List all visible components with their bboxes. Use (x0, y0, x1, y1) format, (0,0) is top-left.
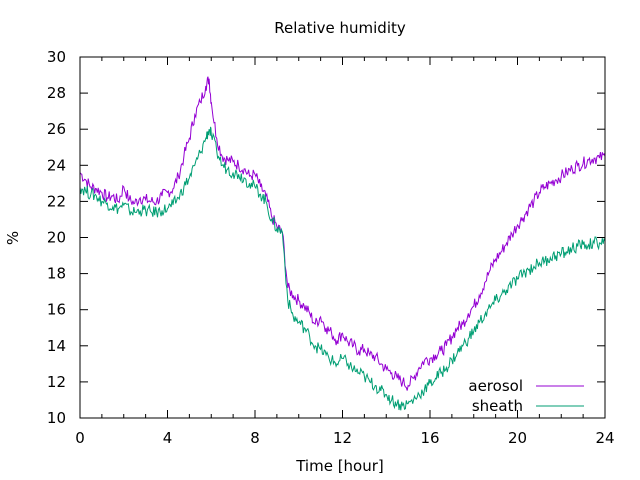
x-tick-label: 24 (595, 429, 614, 447)
y-tick-label: 26 (47, 120, 66, 138)
chart-title: Relative humidity (274, 19, 406, 37)
x-tick-label: 20 (508, 429, 527, 447)
y-tick-label: 22 (47, 192, 66, 210)
x-tick-label: 16 (420, 429, 439, 447)
x-axis-title: Time [hour] (295, 457, 384, 475)
legend-label-aerosol: aerosol (468, 377, 523, 395)
y-tick-label: 14 (47, 337, 66, 355)
series-line-sheath (79, 126, 606, 411)
y-tick-label: 18 (47, 265, 66, 283)
y-tick-label: 28 (47, 84, 66, 102)
series-layer (79, 76, 606, 411)
y-tick-label: 16 (47, 301, 66, 319)
y-axis-title: % (4, 231, 22, 245)
x-tick-label: 12 (333, 429, 352, 447)
y-tick-label: 10 (47, 409, 66, 427)
plot-frame (79, 56, 606, 419)
series-line-aerosol (79, 76, 606, 391)
y-tick-label: 30 (47, 48, 66, 66)
tick-layer: 0 4 8 12 16 20 24 10 12 14 16 18 20 22 24 26 28 30 (47, 48, 615, 447)
legend-label-sheath: sheath (472, 397, 523, 415)
x-tick-label: 8 (250, 429, 260, 447)
legend: aerosol sheath (468, 377, 584, 415)
x-tick-label: 0 (75, 429, 85, 447)
y-tick-label: 20 (47, 229, 66, 247)
y-tick-label: 12 (47, 373, 66, 391)
y-tick-label: 24 (47, 156, 66, 174)
x-tick-label: 4 (163, 429, 173, 447)
